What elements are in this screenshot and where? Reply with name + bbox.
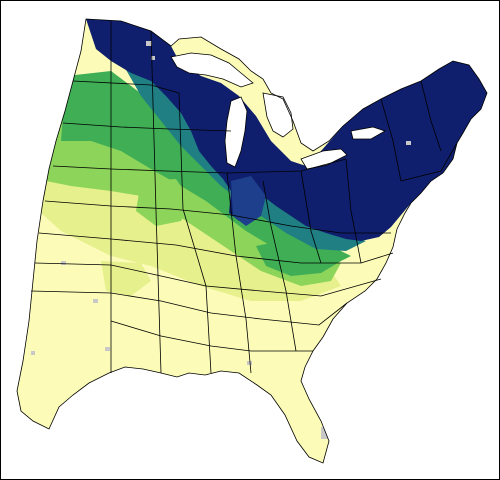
border-long-4	[226, 172, 252, 374]
border-long-5	[262, 180, 297, 352]
border-long-3	[178, 92, 212, 374]
border-ne-2	[420, 80, 442, 152]
zone-mid-ozarks	[136, 179, 191, 226]
border-long-6	[300, 170, 322, 264]
border-lat-8	[110, 320, 313, 352]
zone-mid-appalachia	[256, 239, 341, 276]
lake-ontario	[350, 126, 386, 140]
border-ne-3	[400, 142, 458, 182]
border-ne-1	[380, 98, 402, 182]
zone-low-mid-texas	[101, 261, 151, 296]
border-long-2	[150, 30, 162, 374]
state-borders	[16, 18, 488, 464]
zone-highest	[86, 19, 487, 241]
border-long-7	[345, 158, 362, 264]
lake-superior	[170, 52, 254, 88]
border-lat-3	[52, 158, 347, 174]
zone-high-blue-patch	[231, 176, 266, 226]
border-lat-1	[72, 80, 180, 94]
border-lat-2	[62, 122, 232, 132]
